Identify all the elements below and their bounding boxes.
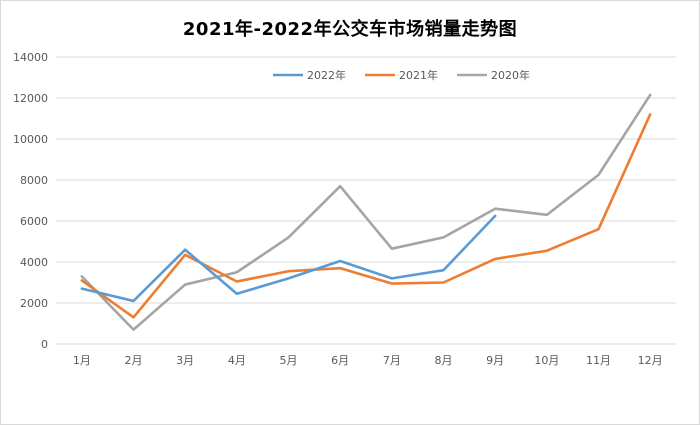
x-tick-label: 7月 [383,354,401,367]
x-tick-label: 11月 [586,354,611,367]
y-tick-label: 6000 [20,215,48,228]
series-line [80,214,497,303]
x-tick-label: 1月 [73,354,91,367]
y-tick-label: 8000 [20,174,48,187]
x-tick-label: 5月 [280,354,298,367]
x-tick-label: 2月 [125,354,143,367]
x-tick-label: 9月 [486,354,504,367]
x-tick-label: 3月 [176,354,194,367]
y-tick-label: 0 [41,338,48,351]
x-tick-label: 8月 [435,354,453,367]
y-tick-label: 14000 [13,51,48,64]
y-axis-ticks: 0 2000 4000 6000 8000 10000 12000 14000 [13,51,48,351]
y-tick-label: 2000 [20,297,48,310]
legend-label: 2021年 [399,68,438,82]
x-tick-label: 12月 [638,354,663,367]
y-tick-label: 4000 [20,256,48,269]
y-tick-label: 12000 [13,92,48,105]
gridlines [56,56,676,345]
x-axis-ticks: 1月 2月 3月 4月 5月 6月 7月 8月 9月 10月 11月 12月 [73,354,663,367]
x-tick-label: 10月 [534,354,559,367]
series-line [80,113,652,319]
series-lines [80,93,652,331]
legend-label: 2020年 [491,68,530,82]
legend-label: 2022年 [307,68,346,82]
y-tick-label: 10000 [13,133,48,146]
chart-title: 2021年-2022年公交车市场销量走势图 [182,19,518,40]
x-tick-label: 4月 [228,354,246,367]
series-line [80,93,652,331]
x-tick-label: 6月 [331,354,349,367]
legend: 2022年 2021年 2020年 [273,68,530,82]
